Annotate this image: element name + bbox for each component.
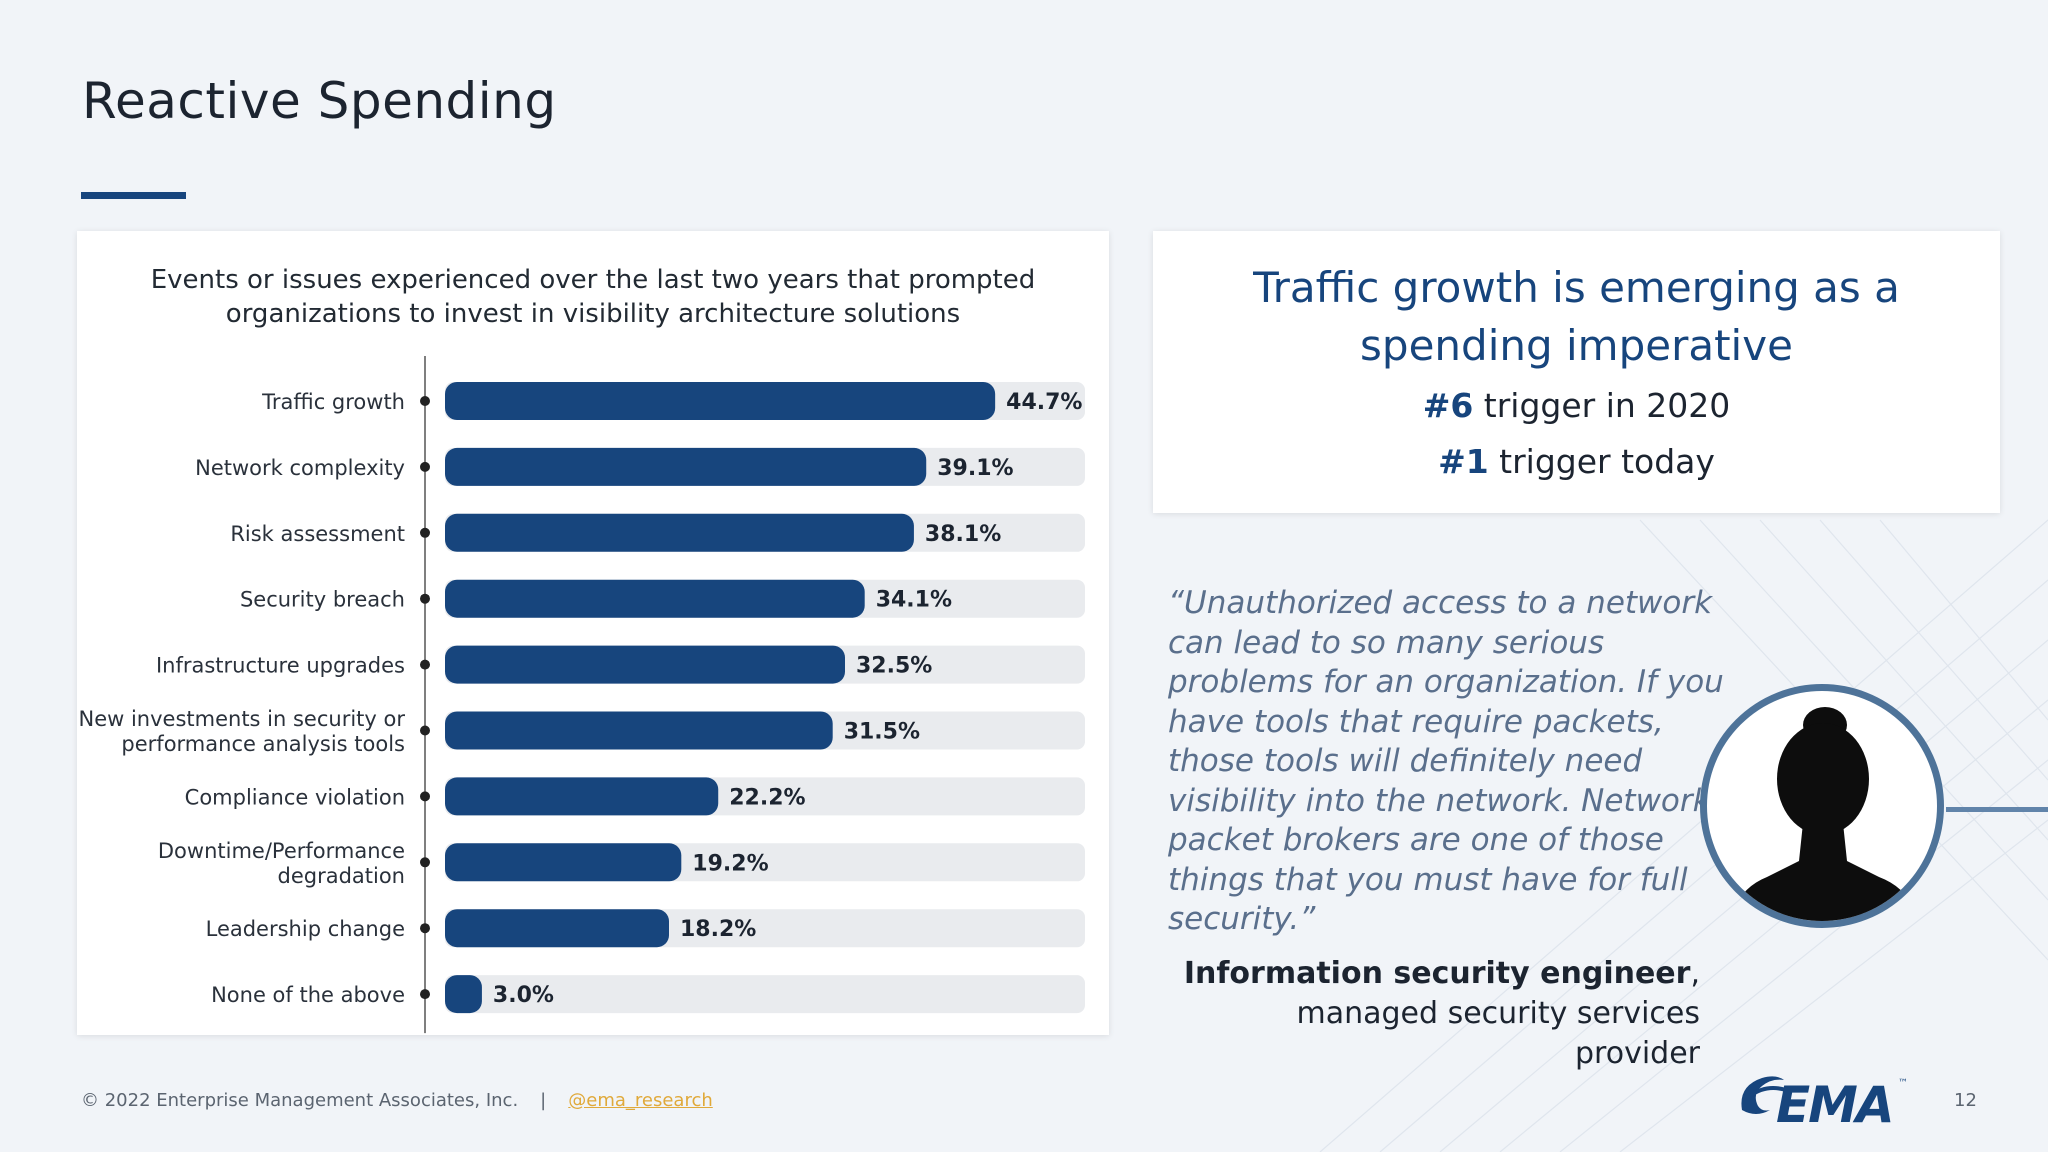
bar (445, 382, 996, 420)
twitter-handle-link[interactable]: @ema_research (568, 1090, 713, 1111)
ema-logo: EMA ™ (1741, 1076, 1908, 1130)
bar (445, 975, 482, 1014)
bar-tick-dot (420, 923, 430, 934)
logo-swoosh-icon (1741, 1076, 1784, 1114)
quote-attribution: Information security engineer, managed s… (1170, 954, 1700, 1074)
chart-title-line-1: Events or issues experienced over the la… (150, 265, 1036, 295)
category-label: degradation (277, 864, 405, 888)
bar (445, 579, 865, 618)
logo-text: EMA (1776, 1076, 1893, 1130)
avatar-connector-line (1946, 807, 2048, 812)
bar (445, 843, 682, 882)
chart-card: Events or issues experienced over the la… (77, 231, 1109, 1035)
bar-tick-dot (420, 396, 430, 406)
rank-today: #1 trigger today (1153, 443, 2000, 481)
slide-title: Reactive Spending (82, 72, 557, 130)
chart-title: Events or issues experienced over the la… (137, 263, 1049, 331)
category-label: Compliance violation (185, 785, 405, 809)
category-label: Traffic growth (261, 390, 405, 414)
category-label: Security breach (240, 588, 405, 612)
title-underline (81, 192, 186, 199)
bar (445, 513, 914, 552)
category-label: Network complexity (195, 456, 405, 480)
data-label: 31.5% (844, 720, 920, 745)
page-number: 12 (1954, 1090, 1977, 1111)
data-label: 34.1% (876, 588, 952, 613)
footer-separator: | (540, 1090, 547, 1111)
bar (445, 711, 833, 750)
rank-today-number: #1 (1438, 442, 1489, 481)
data-label: 44.7% (1006, 390, 1082, 415)
bar-tick-dot (420, 725, 430, 736)
headline-line-2: spending imperative (1360, 321, 1793, 370)
data-label: 22.2% (729, 785, 805, 810)
category-label: None of the above (211, 983, 405, 1007)
rank-2020-number: #6 (1422, 386, 1474, 425)
bar-tick-dot (420, 989, 430, 1000)
attribution-role: Information security engineer (1183, 956, 1691, 991)
testimonial-quote: “Unauthorized access to a network can le… (1168, 585, 1724, 937)
data-label: 18.2% (680, 917, 756, 942)
category-label: performance analysis tools (121, 732, 405, 756)
category-label: Downtime/Performance (158, 839, 405, 863)
bar-tick-dot (420, 659, 430, 670)
bar-tick-dot (420, 461, 430, 472)
attribution-org: managed security services provider (1296, 996, 1701, 1071)
person-silhouette-icon (1731, 707, 1917, 921)
attribution-role-suffix: , (1690, 956, 1700, 991)
chart-title-line-2: organizations to invest in visibility ar… (225, 299, 961, 329)
category-label: New investments in security or (78, 707, 405, 731)
bar (445, 909, 669, 948)
bar-chart: 44.7% Traffic growth 39.1% Network complexi… (78, 356, 1085, 1034)
data-label: 32.5% (856, 654, 932, 679)
highlight-card: Traffic growth is emerging as a spending… (1153, 231, 2000, 513)
bar-tick-dot (420, 791, 430, 802)
footer: © 2022 Enterprise Management Associates,… (81, 1090, 713, 1111)
data-label: 19.2% (692, 851, 768, 876)
category-label: Leadership change (206, 917, 405, 941)
footer-copyright: © 2022 Enterprise Management Associates,… (81, 1090, 519, 1111)
bar (445, 447, 927, 486)
headline-line-1: Traffic growth is emerging as a (1253, 263, 1900, 312)
bar (445, 645, 845, 684)
bar-tick-dot (420, 593, 430, 604)
avatar (1700, 684, 1944, 928)
bar (445, 777, 719, 816)
category-label: Infrastructure upgrades (156, 654, 405, 678)
rank-2020: #6 trigger in 2020 (1153, 387, 2000, 425)
highlight-headline: Traffic growth is emerging as a spending… (1153, 259, 2000, 375)
data-label: 39.1% (937, 456, 1013, 481)
rank-2020-text: trigger in 2020 (1473, 386, 1731, 425)
rank-today-text: trigger today (1488, 442, 1715, 481)
data-label: 38.1% (925, 522, 1001, 547)
bar-tick-dot (420, 857, 430, 868)
category-label: Risk assessment (230, 522, 405, 546)
bar-track (445, 975, 1085, 1014)
bar-tick-dot (420, 527, 430, 538)
data-label: 3.0% (493, 983, 554, 1008)
logo-trademark: ™ (1898, 1078, 1908, 1089)
